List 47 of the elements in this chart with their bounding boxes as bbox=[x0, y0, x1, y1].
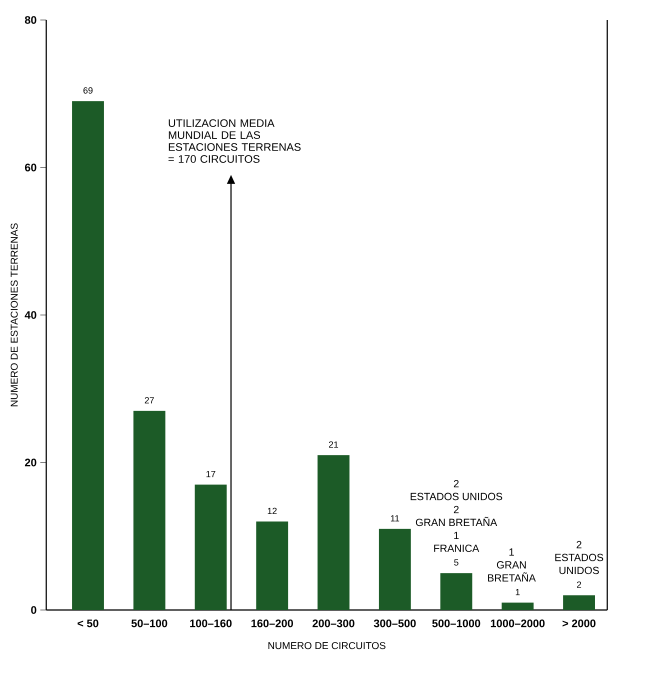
data-label: 17 bbox=[206, 470, 216, 478]
x-tick-label: > 2000 bbox=[562, 620, 596, 628]
data-label: 21 bbox=[328, 441, 338, 448]
annotation: GRAN bbox=[496, 561, 526, 569]
x-axis-title: NUMERO DE CIRCUITOS bbox=[268, 642, 386, 650]
bar bbox=[72, 101, 104, 610]
bar bbox=[318, 455, 350, 610]
data-label: 69 bbox=[83, 87, 93, 94]
bar bbox=[563, 595, 595, 610]
annotation: 2 bbox=[576, 540, 582, 548]
x-tick-label: 100–160 bbox=[190, 620, 232, 628]
bar bbox=[502, 602, 534, 610]
y-tick-label: 60 bbox=[24, 164, 36, 172]
x-tick-label: < 50 bbox=[78, 620, 98, 628]
data-label: 27 bbox=[144, 397, 154, 404]
data-label: 12 bbox=[268, 508, 277, 514]
x-tick-label: 50–100 bbox=[131, 620, 168, 628]
data-label: 1 bbox=[516, 588, 520, 596]
bar bbox=[256, 521, 288, 610]
annotation: UTILIZACION MEDIA MUNDIAL DE LAS ESTACIONES TERRENAS = 170 CIRCUITOS bbox=[168, 119, 301, 163]
annotation: FRANICA bbox=[434, 544, 480, 552]
data-label: 2 bbox=[576, 581, 582, 588]
bar bbox=[133, 410, 166, 610]
annotation: ESTADOS UNIDOS bbox=[410, 492, 502, 500]
bar bbox=[378, 528, 411, 610]
annotation: BRETAÑA bbox=[488, 572, 536, 582]
annotation: UNIDOS bbox=[560, 566, 599, 574]
data-label: 5 bbox=[454, 559, 458, 566]
bar bbox=[194, 484, 227, 610]
annotation: 1 bbox=[454, 532, 459, 540]
y-tick-label: 80 bbox=[24, 16, 36, 24]
x-tick-label: 300–500 bbox=[374, 620, 416, 628]
y-tick-label: 40 bbox=[24, 311, 36, 319]
bar bbox=[440, 573, 472, 610]
x-tick-label: 500–1000 bbox=[432, 620, 480, 628]
x-tick-label: 1000–2000 bbox=[490, 620, 545, 628]
annotation: 1 bbox=[509, 548, 514, 556]
x-tick-label: 160–200 bbox=[251, 620, 294, 628]
annotation: 2 bbox=[454, 506, 459, 514]
y-tick-label: 0 bbox=[31, 606, 36, 614]
x-tick-label: 200–300 bbox=[312, 620, 354, 628]
y-tick-label: 20 bbox=[24, 458, 36, 466]
annotation: GRAN BRETAÑA bbox=[416, 516, 498, 526]
y-axis-title: NUMERO DE ESTACIONES TERRENAS bbox=[10, 223, 18, 406]
annotation: ESTADOS bbox=[555, 554, 604, 562]
annotation: 2 bbox=[454, 480, 459, 488]
data-label: 11 bbox=[390, 515, 400, 522]
